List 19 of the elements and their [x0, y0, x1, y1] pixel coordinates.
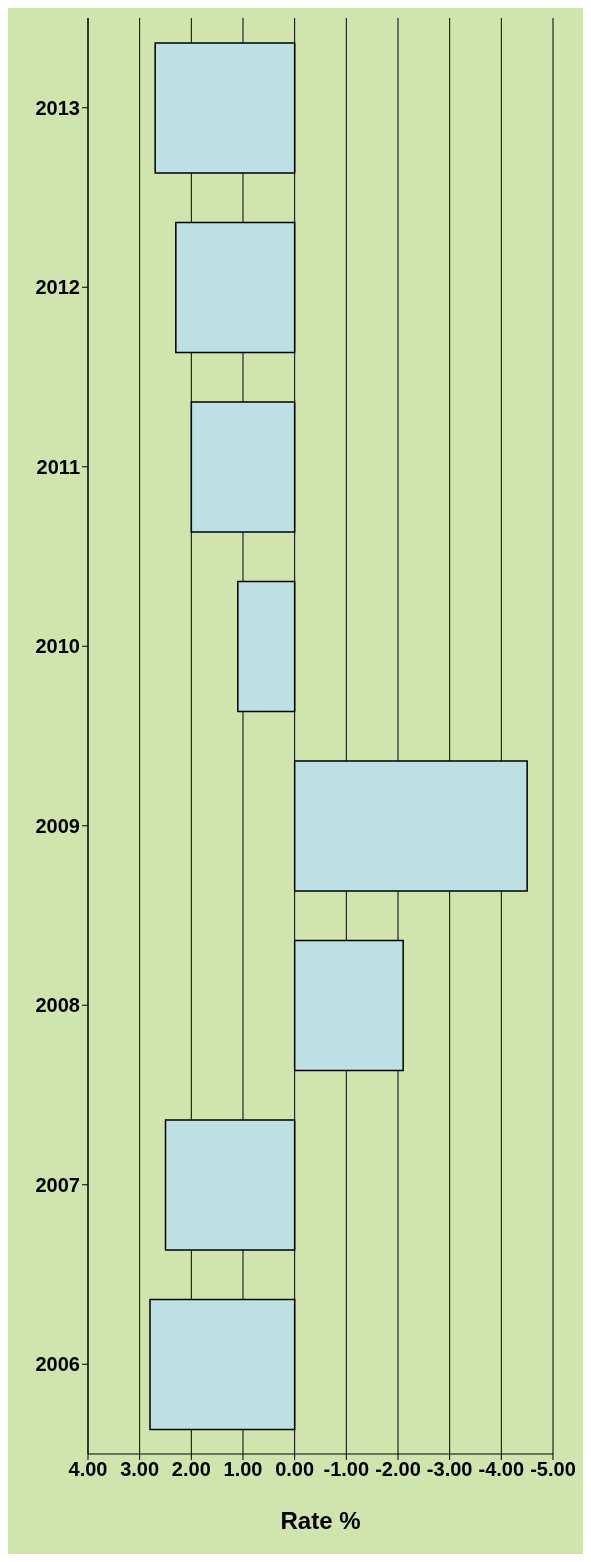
y-tick-label: 2012: [35, 276, 80, 299]
x-tick-label: 4.00: [68, 1458, 108, 1481]
x-tick-label: -5.00: [530, 1458, 576, 1481]
y-tick-label: 2009: [35, 814, 80, 837]
x-tick-label: -2.00: [375, 1458, 421, 1481]
x-tick-label: -1.00: [323, 1458, 370, 1481]
y-tick-label: 2011: [36, 455, 80, 478]
y-tick-label: 2006: [35, 1353, 80, 1376]
x-tick-label: 3.00: [120, 1458, 160, 1481]
x-axis-title: Rate %: [280, 1507, 361, 1534]
x-tick-label: 2.00: [171, 1458, 211, 1481]
x-tick-label: -3.00: [426, 1458, 473, 1481]
x-tick-label: 1.00: [223, 1458, 263, 1481]
y-tick-label: 2008: [35, 994, 80, 1017]
y-tick-label: 2007: [35, 1173, 80, 1196]
y-tick-label: 2013: [35, 96, 80, 119]
x-tick-label: 0.00: [275, 1458, 315, 1481]
y-tick-label: 2010: [35, 635, 80, 658]
x-tick-label: -4.00: [478, 1458, 525, 1481]
